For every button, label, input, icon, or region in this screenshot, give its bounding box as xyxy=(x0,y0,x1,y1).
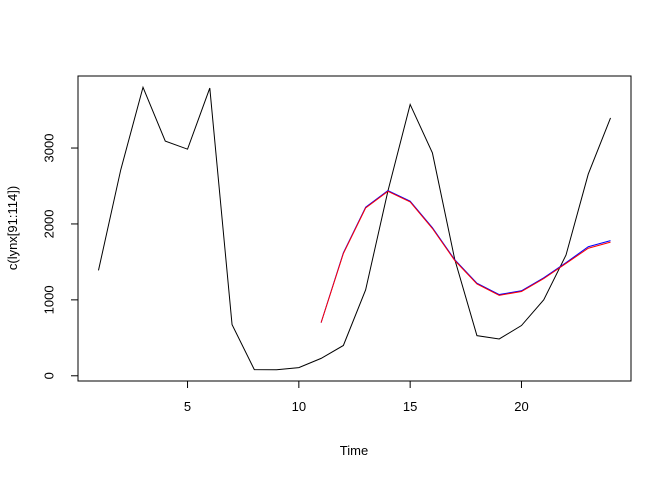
line-series xyxy=(97,85,611,371)
plot-box xyxy=(77,75,632,382)
x-axis-label: Time xyxy=(340,443,368,458)
y-tick-label: 1000 xyxy=(41,285,56,314)
y-tick-label: 3000 xyxy=(41,134,56,163)
line-series xyxy=(320,190,611,323)
x-tick-label: 15 xyxy=(403,399,417,414)
x-tick-label: 5 xyxy=(184,399,191,414)
y-axis-label: c(lynx[91:114]) xyxy=(5,186,20,270)
x-tick-label: 20 xyxy=(514,399,528,414)
line-series xyxy=(320,189,611,323)
y-tick-label: 0 xyxy=(41,372,56,379)
x-tick-label: 10 xyxy=(292,399,306,414)
y-tick-label: 2000 xyxy=(41,209,56,238)
